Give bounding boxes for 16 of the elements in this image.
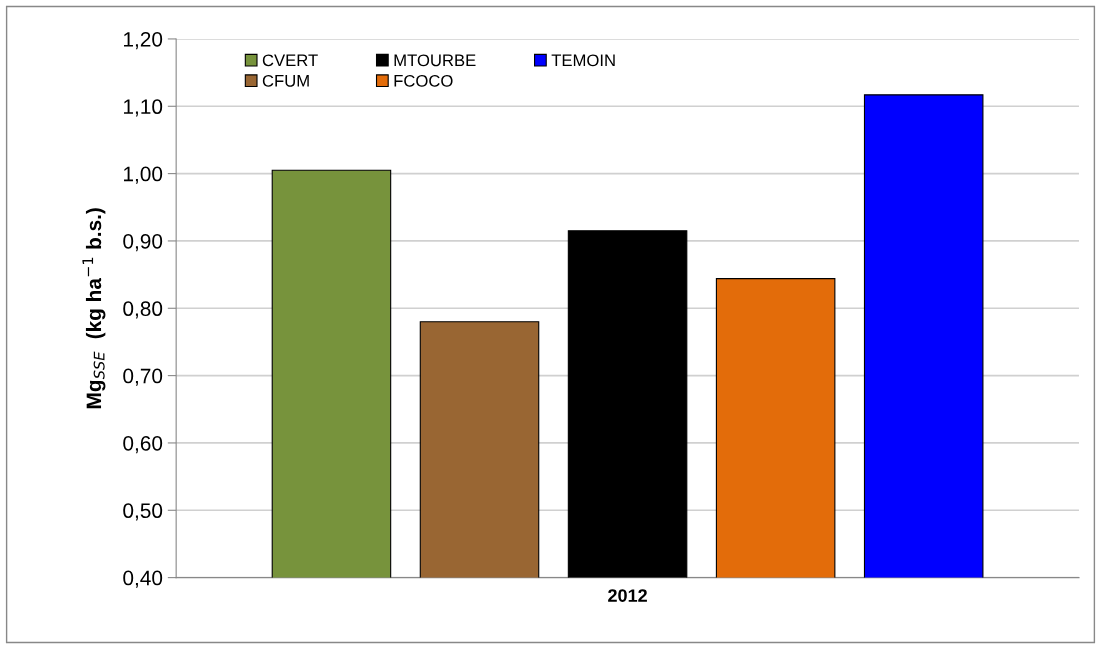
y-tick-label: 1,10 [124,99,163,117]
y-tick-label: 1,20 [124,31,163,50]
y-tick-label: 0,90 [123,233,163,252]
x-tick-label: 2012 [608,589,647,602]
legend-label: CFUM [262,74,309,87]
y-tick-label: 1,00 [124,166,163,184]
legend-label: MTOURBE [394,54,476,67]
y-tick-label: 0,80 [123,301,163,319]
legend-label: FCOCO [394,74,453,87]
y-axis-title: Mg$_{SSE}$ (kg ha$^{−1}$ b.s.) [82,208,106,409]
legend-label: CVERT [262,54,318,67]
y-tick-label: 0,40 [123,570,163,588]
y-tick-label: 0,60 [123,435,163,454]
y-tick-label: 0,70 [123,368,163,386]
legend-label: TEMOIN [551,54,615,67]
y-tick-label: 0,50 [123,503,163,521]
